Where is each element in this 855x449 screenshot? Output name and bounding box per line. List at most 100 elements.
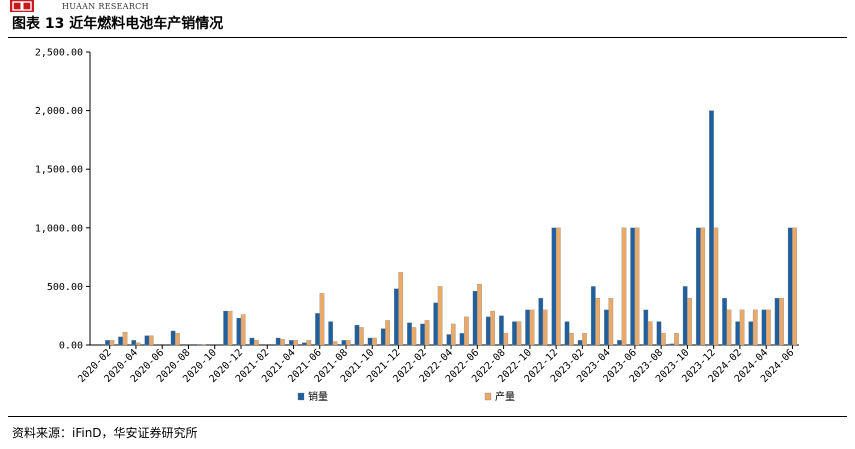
y-axis: 0.00 500.00 1,000.00 1,500.00 2,000.00 2,500.… xyxy=(35,48,91,352)
y-tick-label: 2,000.00 xyxy=(35,106,83,117)
bar-sales xyxy=(328,321,334,346)
bar-production xyxy=(477,283,482,346)
bar-production xyxy=(109,340,115,346)
legend-production-label: 产量 xyxy=(495,390,515,403)
bar-sales xyxy=(538,297,544,346)
bar-sales xyxy=(144,335,150,346)
bar-production xyxy=(660,333,666,346)
bar-production xyxy=(766,309,771,346)
bar-sales xyxy=(774,297,780,346)
bar-sales xyxy=(118,336,123,346)
bar-sales xyxy=(131,340,137,346)
bar-sales xyxy=(735,321,741,346)
bar-production xyxy=(595,297,601,346)
bar-sales xyxy=(656,321,662,346)
bar-production xyxy=(227,310,233,346)
bar-sales xyxy=(787,227,793,346)
bar-chart: 0.00 500.00 1,000.00 1,500.00 2,000.00 2,500.… xyxy=(35,48,799,403)
bar-production xyxy=(490,310,496,346)
bar-production xyxy=(437,286,443,346)
bar-production xyxy=(411,327,417,346)
bar-production xyxy=(372,337,377,346)
bar-production xyxy=(713,227,719,346)
bar-production xyxy=(621,227,627,346)
bar-production xyxy=(253,340,259,346)
bar-production xyxy=(122,331,128,346)
bar-production xyxy=(135,342,141,346)
legend-sales: 销量 xyxy=(297,390,328,403)
bar-production xyxy=(555,227,561,346)
bar-production xyxy=(608,297,614,346)
bar-sales xyxy=(223,310,229,346)
bar-production xyxy=(752,309,758,346)
bar-sales xyxy=(525,309,530,346)
bar-sales xyxy=(105,340,110,346)
legend: 销量 产量 xyxy=(297,390,515,403)
bar-production xyxy=(293,340,299,346)
bar-production xyxy=(148,335,154,346)
bar-sales xyxy=(367,337,373,346)
bar-production xyxy=(792,227,797,346)
bar-sales xyxy=(604,309,609,346)
bar-sales xyxy=(617,340,622,346)
bar-sales xyxy=(302,342,307,346)
y-tick-label: 1,500.00 xyxy=(35,165,83,176)
bar-sales xyxy=(433,302,439,346)
bar-sales xyxy=(761,309,767,346)
bar-production xyxy=(700,227,706,346)
brand-name: HUAAN RESEARCH xyxy=(62,2,149,11)
bar-production xyxy=(424,320,430,346)
bar-production xyxy=(175,333,180,346)
bar-sales xyxy=(354,324,360,346)
bar-sales xyxy=(564,321,570,346)
bar-sales xyxy=(630,227,636,346)
legend-production: 产量 xyxy=(484,390,515,403)
x-axis: 2020-022020-042020-062020-082020-102020-… xyxy=(76,344,799,385)
bar-sales xyxy=(485,316,491,346)
bar-production xyxy=(306,340,312,346)
bar-production xyxy=(201,344,207,346)
bar-production xyxy=(634,227,640,346)
y-tick-label: 2,500.00 xyxy=(35,48,83,59)
legend-sales-label: 销量 xyxy=(308,390,328,403)
bar-sales xyxy=(643,309,649,346)
bar-production xyxy=(332,341,338,346)
bar-production xyxy=(674,333,679,346)
bar-sales xyxy=(341,340,347,346)
bar-production xyxy=(385,320,390,346)
bar-sales xyxy=(499,315,504,346)
bar-production xyxy=(240,314,246,346)
bar-sales xyxy=(420,323,425,346)
bar-sales xyxy=(551,227,557,346)
bar-sales xyxy=(197,344,202,346)
bar-sales xyxy=(590,286,596,346)
bar-sales xyxy=(695,227,701,346)
bar-sales xyxy=(380,328,386,346)
huaan-logo xyxy=(10,0,34,12)
top-divider xyxy=(8,37,847,38)
bar-production xyxy=(398,272,404,346)
bars xyxy=(105,110,797,346)
bar-sales xyxy=(288,340,294,346)
bar-production xyxy=(687,297,692,346)
bar-sales xyxy=(170,330,176,346)
bar-production xyxy=(779,297,784,346)
bar-sales xyxy=(236,317,242,346)
bar-production xyxy=(739,309,745,346)
y-tick-label: 1,000.00 xyxy=(35,223,83,234)
bar-sales xyxy=(682,286,688,346)
bar-production xyxy=(359,327,364,346)
bar-production xyxy=(503,333,509,346)
bar-sales xyxy=(393,288,399,346)
bar-sales xyxy=(315,313,320,346)
bar-production xyxy=(582,333,587,346)
bar-sales xyxy=(472,290,478,346)
source-note: 资料来源：iFinD，华安证券研究所 xyxy=(12,426,198,440)
bar-production xyxy=(319,293,325,346)
bar-sales xyxy=(249,337,255,346)
bar-production xyxy=(542,309,548,346)
bar-production xyxy=(529,309,535,346)
bottom-divider xyxy=(8,416,847,417)
y-tick-label: 0.00 xyxy=(59,341,83,352)
bar-sales xyxy=(709,110,714,346)
